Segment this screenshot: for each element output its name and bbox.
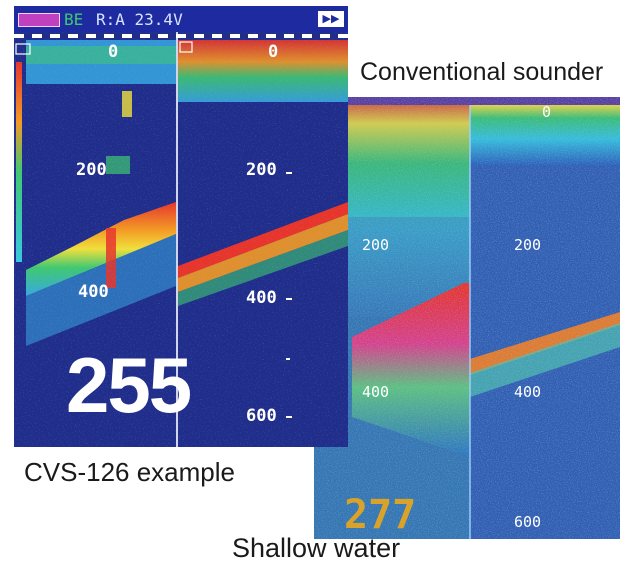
depth-label-400-right: 400 xyxy=(246,288,277,308)
depth-label-0: 0 xyxy=(542,103,552,121)
top-scale-marks xyxy=(14,34,348,38)
battery-icon xyxy=(18,13,60,27)
cvs-126-caption: CVS-126 example xyxy=(24,457,235,487)
fast-forward-icon: ▶▶ xyxy=(318,11,344,27)
depth-label-400-left: 400 xyxy=(362,383,390,401)
depth-label-0-left: 0 xyxy=(108,42,119,62)
mode-indicator: BE xyxy=(64,10,84,29)
depth-readout: 255 xyxy=(66,341,192,429)
depth-label-400-right: 400 xyxy=(514,383,542,401)
cvs-echogram xyxy=(14,6,348,447)
cvs-126-screen: BE R:A 23.4V ▶▶ 0 0 200 200 400 400 600 … xyxy=(14,6,348,447)
conventional-echogram xyxy=(314,97,620,539)
depth-readout: 277 xyxy=(344,492,417,538)
depth-label-200-right: 200 xyxy=(514,236,542,254)
conventional-sounder-screen: 0 200 200 400 400 600 277 xyxy=(314,97,620,539)
depth-label-200-left: 200 xyxy=(76,160,107,180)
depth-label-200-left: 200 xyxy=(362,236,390,254)
depth-label-400-left: 400 xyxy=(78,282,109,302)
depth-label-600: 600 xyxy=(246,406,277,426)
depth-label-200-right: 200 xyxy=(246,160,277,180)
status-header: BE R:A 23.4V ▶▶ xyxy=(14,6,348,32)
conventional-sounder-caption: Conventional sounder xyxy=(360,58,604,86)
depth-label-600: 600 xyxy=(514,513,542,531)
range-voltage-readout: R:A 23.4V xyxy=(96,10,183,29)
depth-label-0-right: 0 xyxy=(268,42,279,62)
